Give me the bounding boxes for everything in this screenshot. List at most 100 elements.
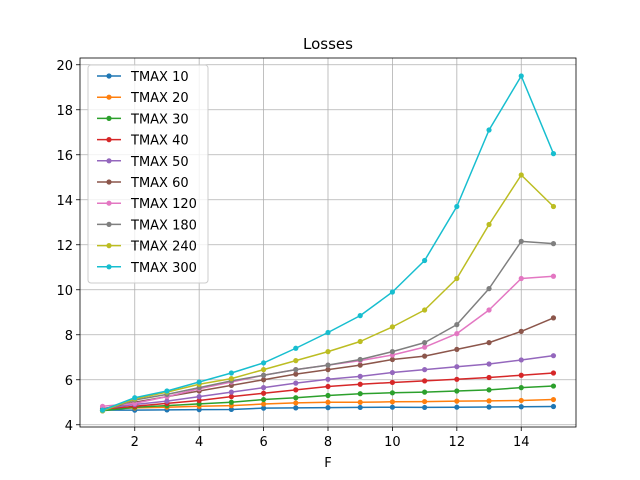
data-point (518, 357, 524, 363)
data-point (550, 383, 557, 389)
y-tick-label: 4 (65, 419, 73, 434)
legend-label: TMAX 240 (130, 240, 197, 255)
legend-marker (106, 115, 112, 121)
data-point (518, 397, 524, 404)
data-point (454, 364, 460, 370)
data-point (325, 329, 331, 336)
legend-entry: TMAX 20 (97, 91, 189, 106)
data-point (550, 203, 557, 210)
data-point (422, 257, 428, 264)
data-point (260, 367, 267, 373)
data-point (422, 353, 428, 359)
legend-label: TMAX 20 (130, 91, 189, 106)
data-point (325, 376, 331, 382)
data-point (389, 379, 396, 386)
legend-marker (106, 158, 112, 164)
series-tmax-50 (99, 353, 557, 412)
legend-label: TMAX 40 (130, 134, 189, 149)
data-point (357, 381, 363, 387)
legend-entry: TMAX 30 (97, 112, 189, 127)
data-point (389, 349, 396, 355)
data-point (357, 404, 363, 411)
y-tick-label: 10 (56, 284, 73, 299)
data-point (422, 398, 428, 405)
data-point (550, 370, 557, 376)
x-tick-label: 2 (131, 435, 139, 450)
data-point (228, 376, 234, 382)
data-point (518, 172, 524, 178)
legend-label: TMAX 30 (130, 112, 189, 127)
data-point (422, 340, 428, 346)
data-point (293, 400, 299, 406)
x-axis-label: F (324, 456, 331, 471)
x-tick-label: 12 (449, 435, 466, 450)
data-point (486, 361, 492, 367)
data-point (486, 404, 492, 410)
y-tick-label: 6 (65, 374, 73, 389)
data-point (357, 356, 363, 363)
data-point (422, 378, 428, 384)
legend-marker (106, 200, 112, 206)
legend-label: TMAX 50 (130, 155, 189, 170)
data-point (228, 406, 234, 413)
x-tick-label: 6 (259, 435, 267, 450)
data-point (260, 372, 267, 378)
data-point (325, 367, 331, 373)
legend-marker (106, 243, 112, 249)
data-point (486, 286, 492, 292)
data-point (228, 394, 234, 400)
data-point (454, 275, 460, 282)
data-point (518, 328, 524, 334)
data-point (228, 389, 234, 395)
data-point (260, 405, 267, 411)
data-point (550, 353, 557, 359)
series-tmax-300 (99, 73, 557, 413)
data-point (454, 376, 460, 382)
data-point (132, 395, 138, 401)
x-tick-label: 14 (513, 435, 530, 450)
series-tmax-10 (99, 403, 557, 413)
data-point (260, 401, 267, 407)
data-point (454, 331, 460, 337)
data-point (454, 346, 460, 352)
data-point (550, 241, 557, 247)
x-tick-label: 4 (195, 435, 203, 450)
data-point (357, 373, 363, 379)
data-point (357, 338, 363, 345)
legend-label: TMAX 10 (130, 70, 189, 85)
data-point (454, 322, 460, 328)
data-point (325, 405, 331, 411)
legend: TMAX 10 TMAX 20 TMAX 30 TMAX 40 TMAX 50 TMAX … (87, 64, 209, 284)
data-point (518, 372, 524, 378)
data-point (325, 362, 331, 368)
data-point (325, 383, 331, 390)
y-tick-label: 14 (56, 194, 73, 209)
data-point (550, 273, 557, 279)
x-tick-label: 10 (384, 435, 401, 450)
chart-title: Losses (303, 35, 353, 53)
data-point (325, 399, 331, 405)
data-point (293, 345, 299, 351)
legend-marker (106, 137, 112, 143)
data-point (389, 324, 396, 330)
data-point (260, 385, 267, 391)
data-point (260, 390, 267, 396)
data-point (389, 356, 396, 363)
data-point (486, 221, 492, 228)
data-point (99, 403, 106, 409)
data-point (293, 371, 299, 377)
data-point (164, 398, 170, 404)
y-tick-label: 8 (65, 329, 73, 344)
legend-entry: TMAX 40 (97, 134, 189, 149)
legend-entry: TMAX 180 (97, 218, 197, 233)
data-point (550, 151, 557, 157)
data-point (486, 127, 492, 133)
data-point (357, 399, 363, 405)
legend-marker (106, 94, 112, 100)
data-point (293, 358, 299, 364)
data-point (325, 349, 331, 355)
data-point (260, 396, 267, 403)
data-point (454, 388, 460, 394)
data-point (422, 389, 428, 395)
